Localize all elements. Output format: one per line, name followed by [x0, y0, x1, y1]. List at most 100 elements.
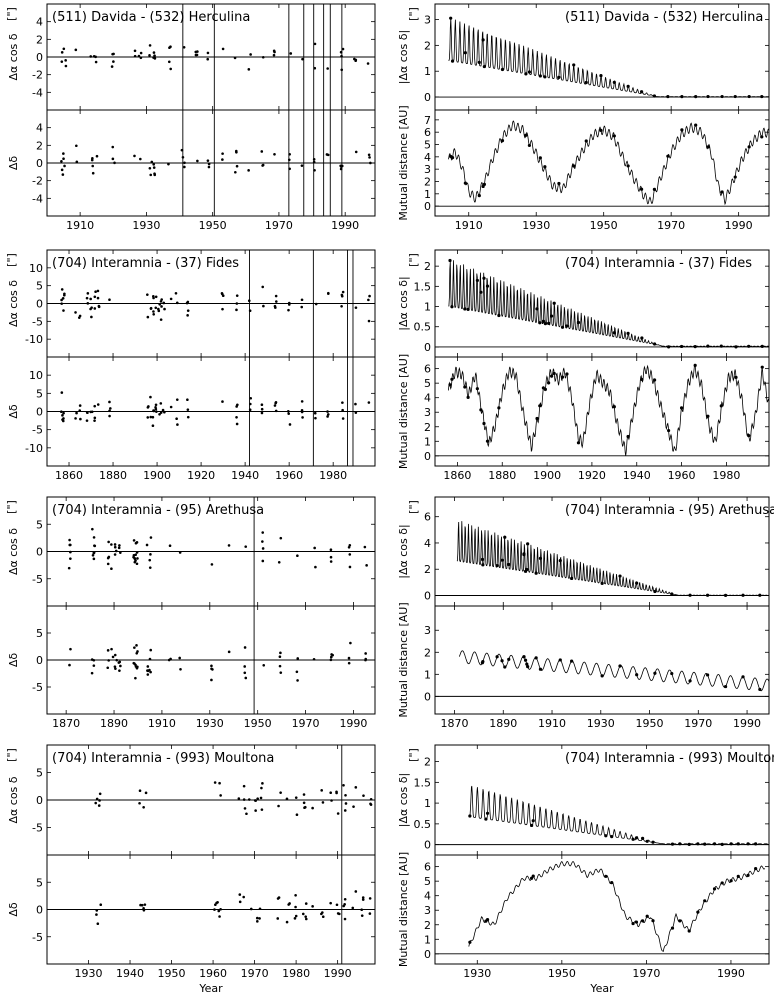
top-residual-point [277, 561, 281, 564]
bottom-residual-point [183, 161, 186, 165]
distance-observation-point [565, 372, 569, 376]
top-residual-point [210, 563, 214, 566]
top-observation-point [538, 556, 543, 560]
bottom-residual-point [354, 411, 358, 414]
y-tick-label: 4 [424, 537, 431, 550]
bottom-residual-point [262, 663, 266, 667]
top-observation-point [570, 576, 574, 581]
distance-observation-point [641, 919, 645, 923]
top-observation-point [475, 278, 479, 283]
distance-observation-point [503, 665, 507, 669]
bottom-residual-point [110, 647, 113, 651]
top-residual-point [60, 298, 63, 302]
y-tick-label: 2 [424, 175, 431, 188]
top-residual-point [139, 51, 143, 55]
x-tick-label: 1960 [275, 469, 303, 482]
distance-observation-point [747, 145, 751, 149]
bottom-residual-point [274, 409, 278, 413]
bottom-residual-point [210, 664, 213, 668]
top-observation-point [612, 80, 616, 84]
top-residual-point [68, 538, 71, 542]
distance-observation-point [720, 881, 724, 885]
top-residual-point [244, 545, 248, 548]
top-residual-point [340, 304, 343, 308]
unit-label: ["] [407, 253, 420, 267]
x-tick-label: 1940 [623, 469, 651, 482]
top-residual-point [219, 794, 222, 797]
y-tick-label: 0 [424, 690, 431, 703]
x-tick-label: 1950 [590, 219, 618, 232]
panel-1-residual-plot: 1910 1930 1950 1970 1990 -4 -2 0 2 4 Δα cos δ -4 -2 0… [5, 3, 376, 232]
top-residual-point [242, 784, 246, 788]
y-tick-label: 1 [424, 435, 431, 448]
x-tick-label: 1990 [331, 219, 359, 232]
distance-observation-point [693, 363, 697, 367]
top-residual-point [300, 298, 304, 302]
top-residual-point [344, 802, 348, 805]
top-y-axis-label: Δα cos δ [7, 280, 20, 327]
bottom-residual-point [60, 159, 63, 163]
top-observation-point [485, 811, 490, 815]
bottom-residual-point [169, 657, 172, 661]
top-residual-point [133, 54, 137, 58]
top-residual-point [60, 60, 64, 63]
top-observation-point [693, 345, 697, 349]
bottom-residual-point [260, 411, 264, 415]
top-residual-point [233, 56, 237, 60]
top-residual-point [97, 804, 101, 807]
top-observation-point [705, 593, 710, 597]
y-tick-label: 0 [424, 91, 431, 104]
bottom-residual-point [347, 661, 351, 665]
distance-observation-point [640, 377, 644, 382]
bottom-residual-point [111, 157, 115, 161]
panel-title: (511) Davida - (532) Herculina [52, 10, 250, 25]
bottom-residual-point [152, 163, 155, 166]
bottom-residual-point [106, 649, 110, 652]
top-residual-point [348, 543, 352, 547]
top-residual-point [343, 809, 347, 812]
bottom-residual-point [90, 410, 94, 414]
y-tick-label: 0 [424, 341, 431, 354]
bottom-residual-point [78, 404, 82, 407]
top-residual-point [137, 54, 141, 58]
top-residual-point [135, 562, 139, 566]
top-observation-point [503, 535, 507, 539]
top-residual-point [352, 805, 355, 808]
top-observation-point [626, 331, 630, 335]
top-observation-point [547, 321, 551, 325]
bottom-residual-point [341, 408, 344, 412]
bottom-residual-point [135, 644, 138, 647]
top-residual-point [314, 565, 317, 569]
top-residual-point [96, 289, 100, 293]
bottom-residual-point [320, 912, 323, 916]
bottom-residual-point [258, 907, 262, 911]
x-tick-label: 1960 [199, 967, 227, 980]
top-residual-point [152, 295, 155, 298]
y-tick-label: 5 [36, 627, 43, 640]
top-residual-point [96, 296, 100, 300]
y-tick-label: -5 [32, 315, 43, 328]
distance-observation-point [733, 175, 737, 179]
top-residual-point [157, 309, 161, 313]
bottom-residual-point [294, 905, 297, 909]
bottom-residual-point [113, 161, 116, 165]
top-residual-point [132, 539, 136, 542]
top-observation-point [746, 842, 750, 846]
x-tick-label: 1930 [587, 717, 615, 730]
x-tick-label: 1930 [463, 967, 491, 980]
top-residual-point [77, 316, 81, 319]
top-residual-point [89, 297, 92, 301]
bottom-residual-point [260, 403, 264, 407]
bottom-plot-frame [46, 605, 376, 715]
bottom-residual-point [278, 664, 282, 668]
y-tick-label: 0 [36, 654, 43, 667]
bottom-residual-point [152, 409, 155, 412]
top-residual-point [313, 546, 316, 550]
distance-observation-point [522, 655, 526, 659]
top-residual-point [335, 790, 338, 794]
panel-4-residual-plot: 1930 1940 1950 1960 1970 1980 1990 Year -5 0 5 Δα c… [5, 744, 376, 995]
top-observation-point [639, 90, 644, 94]
x-tick-label: 1970 [684, 717, 712, 730]
top-residual-point [135, 541, 139, 544]
unit-label: ["] [407, 500, 420, 514]
